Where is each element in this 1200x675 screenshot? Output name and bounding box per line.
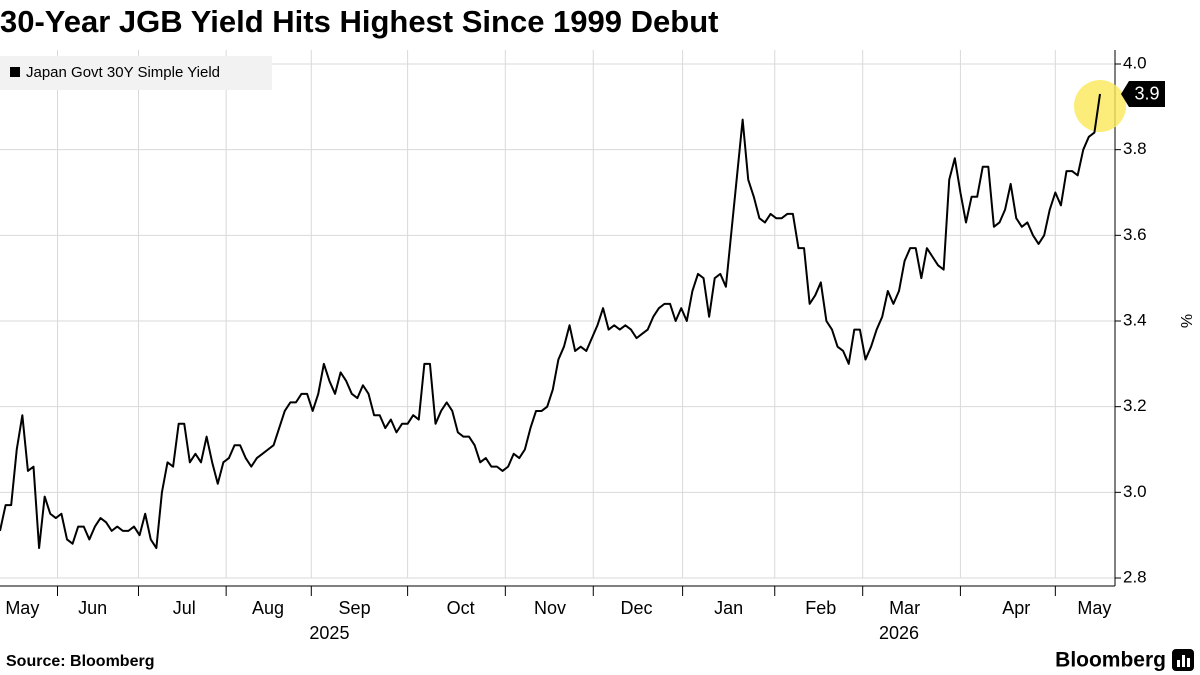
- x-tick-label: Dec: [621, 598, 653, 618]
- x-year-label: 2025: [309, 623, 349, 643]
- x-tick-label: Aug: [252, 598, 284, 618]
- last-value-label: 3.9: [1134, 84, 1159, 104]
- source: Source: Bloomberg: [6, 653, 154, 670]
- y-axis-label: %: [1177, 314, 1194, 328]
- legend-label: Japan Govt 30Y Simple Yield: [26, 64, 220, 81]
- y-tick-label: 2.8: [1123, 567, 1147, 586]
- x-tick-label: Jan: [714, 598, 743, 618]
- x-tick-label: Nov: [534, 598, 566, 618]
- y-tick-label: 3.6: [1123, 225, 1147, 244]
- y-tick-label: 4.0: [1123, 53, 1147, 72]
- x-tick-label: Mar: [889, 598, 920, 618]
- chart-title: 30-Year JGB Yield Hits Highest Since 199…: [0, 4, 718, 39]
- y-tick-label: 3.8: [1123, 139, 1147, 158]
- y-tick-label: 3.0: [1123, 482, 1147, 501]
- x-tick-label: May: [5, 598, 39, 618]
- highlight: [1074, 79, 1126, 132]
- last-value-tag: [1121, 80, 1165, 107]
- line: [0, 93, 1101, 550]
- x-tick-label: May: [1077, 598, 1111, 618]
- x-tick-label: Jul: [173, 598, 196, 618]
- y-tick-label: 3.2: [1123, 396, 1147, 415]
- x-tick-label: Apr: [1002, 598, 1030, 618]
- x-tick-label: Oct: [447, 598, 475, 618]
- x-tick-label: Jun: [78, 598, 107, 618]
- legend-box: [0, 56, 272, 90]
- x-tick-label: Feb: [805, 598, 836, 618]
- brand: Bloomberg: [1055, 649, 1166, 672]
- legend-swatch: [10, 67, 20, 77]
- x-year-label: 2026: [879, 623, 919, 643]
- brand-icon: [1172, 649, 1194, 671]
- x-tick-label: Sep: [339, 598, 371, 618]
- y-tick-label: 3.4: [1123, 310, 1147, 329]
